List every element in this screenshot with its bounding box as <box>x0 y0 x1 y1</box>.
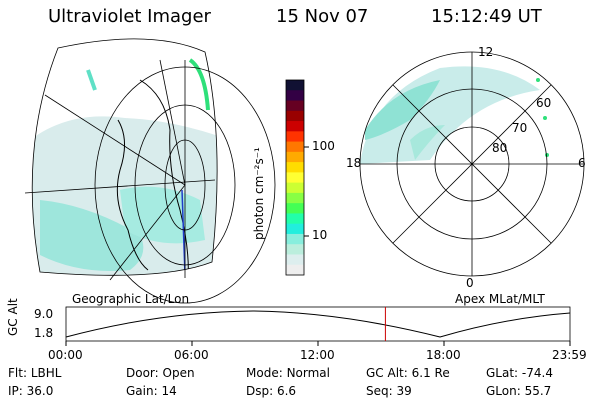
instrument-title: Ultraviolet Imager <box>48 6 211 27</box>
mlt-label-noon: 12 <box>478 45 494 59</box>
emission-patch <box>410 125 445 160</box>
colorbar-swatch <box>286 203 304 214</box>
colorbar-swatch <box>286 121 304 132</box>
colorbar-tick-100: 100 <box>312 139 335 153</box>
colorbar-swatch <box>286 131 304 143</box>
colorbar-swatch <box>286 223 304 235</box>
aurora-arc <box>188 58 210 111</box>
polar-plot <box>359 51 585 277</box>
coastline <box>139 79 189 276</box>
colorbar-swatch <box>286 141 304 153</box>
colorbar-tick-10: 10 <box>312 228 328 242</box>
geo-grid <box>24 38 276 304</box>
observation-date: 15 Nov 07 <box>276 6 369 27</box>
coastline <box>116 119 149 271</box>
mlt-label-dawn: 6 <box>578 156 586 170</box>
colorbar-swatch <box>286 264 304 276</box>
status-ip: IP: 36.0 <box>8 384 54 398</box>
colorbar-swatch <box>286 254 304 266</box>
timeline-xtick: 18:00 <box>426 348 461 362</box>
timeline-xtick: 23:59 <box>552 348 587 362</box>
colorbar-swatch <box>286 110 304 122</box>
status-gain: Gain: 14 <box>126 384 177 398</box>
timeline-axis-label: GC Alt <box>6 298 20 336</box>
mlat-label-70: 70 <box>512 121 528 135</box>
status-seq: Seq: 39 <box>366 384 412 398</box>
colorbar-swatch <box>286 192 304 204</box>
timeline-ytick-min: 1.8 <box>34 326 54 340</box>
status-glon: GLon: 55.7 <box>486 384 552 398</box>
status-door: Door: Open <box>126 366 195 380</box>
emission-band <box>365 80 440 140</box>
timeline-xtick: 00:00 <box>48 348 83 362</box>
status-dsp: Dsp: 6.6 <box>246 384 297 398</box>
timeline-xtick: 06:00 <box>174 348 209 362</box>
colorbar-swatch <box>286 182 304 194</box>
colorbar-unit-label: photon cm⁻²s⁻¹ <box>252 147 266 240</box>
geographic-panel-label: Geographic Lat/Lon <box>72 292 190 306</box>
apex-panel-label: Apex MLat/MLT <box>455 292 545 306</box>
colorbar-swatch <box>286 151 304 163</box>
timeline-xtick: 12:00 <box>300 348 335 362</box>
colorbar-swatch <box>286 213 304 225</box>
magnetic-meridian <box>181 189 186 276</box>
colorbar-swatch <box>286 100 304 112</box>
colorbar-swatch <box>286 90 304 102</box>
mlat-label-80: 80 <box>492 141 508 155</box>
timeline-ytick-max: 9.0 <box>34 307 54 321</box>
status-gc-alt: GC Alt: 6.1 Re <box>366 366 450 380</box>
geographic-map <box>24 38 276 304</box>
emission-band <box>40 200 144 271</box>
colorbar-swatch <box>286 244 304 255</box>
aurora-dot <box>536 78 540 82</box>
colorbar-swatch <box>286 172 304 184</box>
observation-time: 15:12:49 UT <box>431 6 542 27</box>
altitude-curve <box>65 310 571 338</box>
altitude-timeline <box>65 306 571 346</box>
colorbar <box>285 79 309 276</box>
status-glat: GLat: -74.4 <box>486 366 553 380</box>
status-filter: Flt: LBHL <box>8 366 62 380</box>
colorbar-swatch <box>286 233 304 245</box>
emission-region <box>360 66 540 164</box>
aurora-dot <box>543 116 547 120</box>
colorbar-swatch <box>286 80 304 91</box>
mlt-label-dusk: 18 <box>346 156 362 170</box>
mlat-label-60: 60 <box>536 96 552 110</box>
mlt-label-midnight: 0 <box>466 276 474 290</box>
polar-grid <box>359 51 585 277</box>
status-mode: Mode: Normal <box>246 366 330 380</box>
aurora-fragment <box>86 69 97 91</box>
colorbar-swatch <box>286 162 304 173</box>
